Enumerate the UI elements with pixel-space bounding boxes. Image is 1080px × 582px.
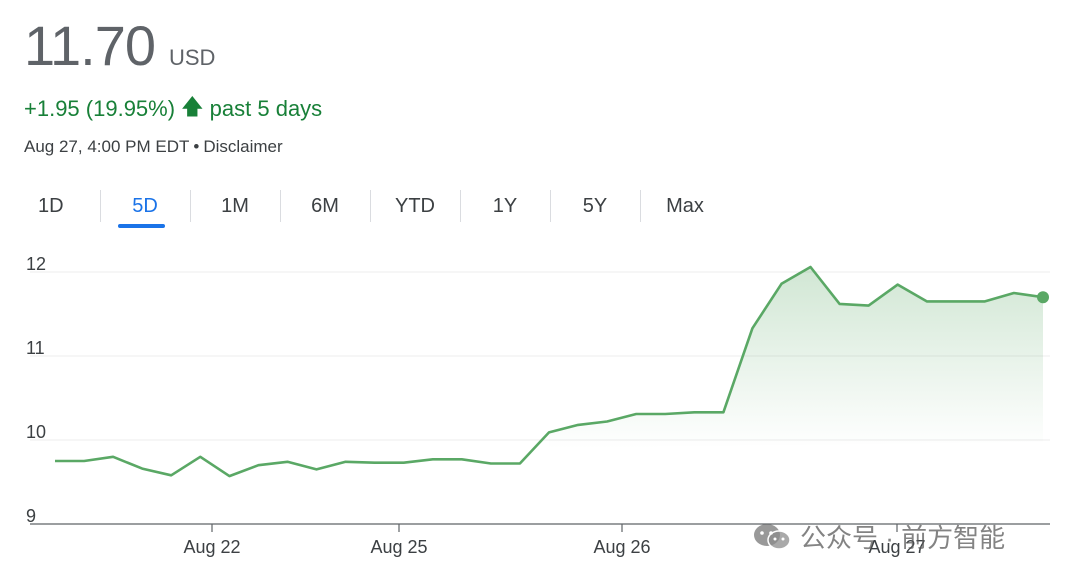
tab-label: 1D	[38, 194, 64, 217]
data-point	[226, 473, 232, 479]
range-tabs: 1D 5D 1M 6M YTD 1Y 5Y Max	[0, 188, 730, 228]
data-point	[924, 298, 930, 304]
data-point	[139, 466, 145, 472]
quote-timestamp: Aug 27, 4:00 PM EDT	[24, 137, 190, 156]
data-point	[372, 460, 378, 466]
data-point	[81, 458, 87, 464]
data-point	[284, 459, 290, 465]
x-tick-label: Aug 27	[868, 537, 925, 557]
data-point	[110, 454, 116, 460]
y-axis: 12 11 10 9	[26, 254, 46, 526]
y-tick-label: 10	[26, 422, 46, 442]
data-point	[575, 422, 581, 428]
y-tick-label: 9	[26, 506, 36, 526]
data-point	[343, 459, 349, 465]
tab-1d[interactable]: 1D	[0, 188, 100, 224]
tab-max[interactable]: Max	[640, 188, 730, 224]
data-point	[168, 472, 174, 478]
data-point	[401, 460, 407, 466]
data-point	[488, 461, 494, 467]
tab-label: 1Y	[492, 194, 518, 217]
y-tick-label: 12	[26, 254, 46, 274]
tab-label: Max	[666, 194, 704, 217]
data-point	[691, 409, 697, 415]
data-point	[604, 419, 610, 425]
data-point	[953, 298, 959, 304]
data-point	[982, 298, 988, 304]
data-point	[778, 281, 784, 287]
x-axis: Aug 22 Aug 25 Aug 26 Aug 27	[183, 524, 926, 557]
data-point	[517, 461, 523, 467]
tab-5d[interactable]: 5D	[100, 188, 190, 228]
tab-ytd[interactable]: YTD	[370, 188, 460, 224]
price-change: +1.95 (19.95%)	[24, 96, 176, 121]
data-point	[546, 429, 552, 435]
data-point	[808, 264, 814, 270]
price-row: 11.70 USD	[24, 18, 215, 74]
tab-label: YTD	[395, 194, 435, 217]
tab-6m[interactable]: 6M	[280, 188, 370, 224]
quote-meta: Aug 27, 4:00 PM EDT • Disclaimer	[24, 137, 283, 156]
tab-label: 1M	[221, 194, 249, 217]
data-point	[720, 409, 726, 415]
disclaimer-link[interactable]: Disclaimer	[203, 137, 283, 156]
wechat-icon	[754, 523, 791, 550]
tab-1m[interactable]: 1M	[190, 188, 280, 224]
currency-label: USD	[168, 45, 216, 70]
data-point	[662, 411, 668, 417]
x-tick-label: Aug 26	[593, 537, 650, 557]
data-point	[459, 456, 465, 462]
watermark: 公众号 · 前方智能	[752, 518, 1005, 555]
tab-5y[interactable]: 5Y	[550, 188, 640, 224]
x-tick-label: Aug 22	[183, 537, 240, 557]
watermark-text: 公众号 · 前方智能	[800, 523, 1006, 553]
data-point	[633, 411, 639, 417]
data-point	[314, 466, 320, 472]
y-tick-label: 11	[26, 338, 45, 358]
tab-1y[interactable]: 1Y	[460, 188, 550, 224]
tab-label: 5Y	[582, 194, 608, 217]
price-change-row: +1.95 (19.95%) 🡅 past 5 days	[24, 90, 322, 128]
price-chart[interactable]: 12 11 10 9 Aug 22 Aug 25 Aug 26 Aug 27	[0, 240, 1080, 582]
data-point	[1011, 290, 1017, 296]
data-point	[52, 458, 58, 464]
change-period: past 5 days	[209, 96, 323, 121]
current-price: 11.70	[24, 14, 156, 77]
data-point	[895, 282, 901, 288]
tab-label: 6M	[311, 194, 339, 217]
price-area	[549, 267, 1043, 449]
data-point	[866, 303, 872, 309]
price-line	[55, 265, 1044, 478]
data-point	[430, 456, 436, 462]
data-point	[255, 462, 261, 468]
data-point	[749, 325, 755, 331]
x-tick-label: Aug 25	[370, 537, 427, 557]
last-price-dot	[1037, 291, 1049, 304]
arrow-up-icon: 🡅	[181, 94, 204, 119]
data-point	[197, 454, 203, 460]
tab-label: 5D	[132, 194, 158, 217]
data-point	[837, 301, 843, 307]
